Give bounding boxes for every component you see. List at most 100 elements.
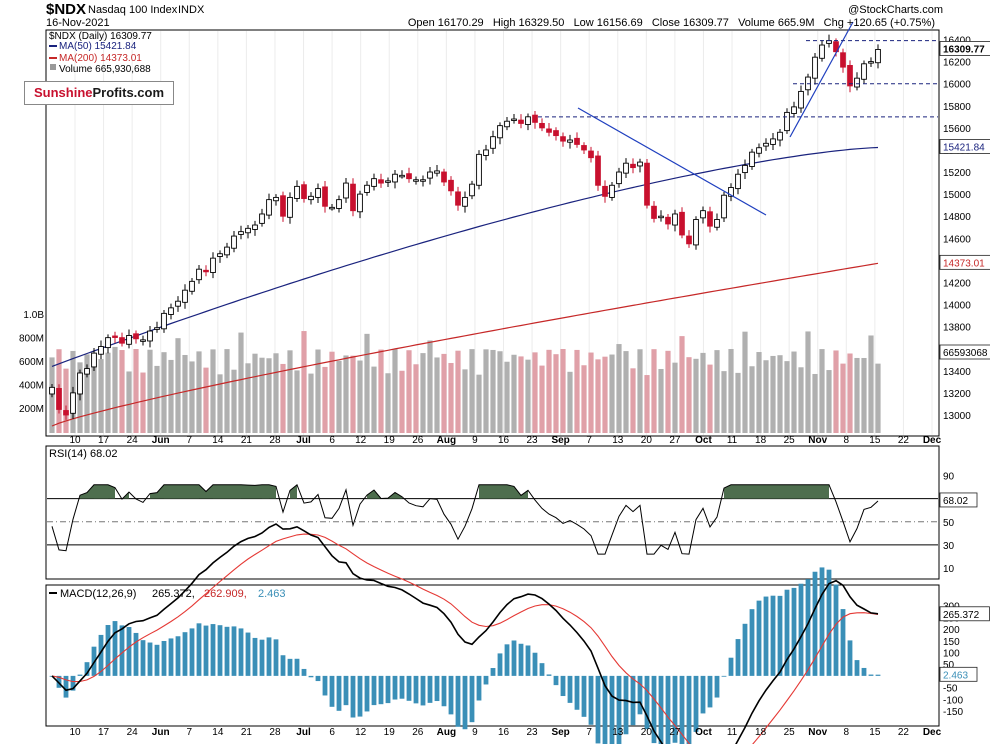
macd-histogram-bar xyxy=(812,571,818,676)
macd-histogram-bar xyxy=(315,675,321,682)
macd-histogram-bar xyxy=(168,638,174,676)
macd-histogram-bar xyxy=(119,625,125,676)
price-tick-label: 15200 xyxy=(943,168,971,179)
x-tick-label: 7 xyxy=(586,727,592,738)
rsi-overbought-fill xyxy=(178,484,185,499)
candle-body xyxy=(840,52,846,68)
macd-histogram-bar xyxy=(693,675,699,732)
macd-histogram-bar xyxy=(805,579,811,676)
logo-part1: Sunshine xyxy=(33,85,93,100)
macd-histogram-bar xyxy=(707,675,713,708)
price-tick-label: 15000 xyxy=(943,190,971,201)
volume-bar xyxy=(119,350,125,433)
macd-tick-label: 100 xyxy=(943,648,960,659)
volume-bar xyxy=(840,363,846,433)
candle-body xyxy=(868,61,874,64)
x-tick-label: 9 xyxy=(472,435,478,446)
candle-body xyxy=(385,180,391,183)
x-tick-label: Dec xyxy=(923,435,942,446)
volume-bar xyxy=(700,352,706,433)
rsi-overbought-fill xyxy=(220,484,227,499)
volume-bar xyxy=(511,354,517,433)
rsi-overbought-fill xyxy=(801,484,808,499)
candle-body xyxy=(588,150,594,159)
macd-histogram-bar xyxy=(343,675,349,706)
x-tick-label: 18 xyxy=(755,435,767,446)
candle-body xyxy=(56,388,62,410)
x-tick-label: 25 xyxy=(784,727,796,738)
rsi-overbought-fill xyxy=(164,484,171,499)
candle-body xyxy=(252,224,258,230)
volume-bar xyxy=(847,353,853,433)
macd-histogram-bar xyxy=(287,658,293,676)
macd-histogram-bar xyxy=(252,637,258,676)
volume-tick-label: 200M xyxy=(19,404,44,415)
macd-histogram-bar xyxy=(147,642,153,676)
trendlines xyxy=(538,21,938,216)
candle-body xyxy=(350,183,356,212)
price-tick-label: 14000 xyxy=(943,301,971,312)
macd-histogram-bar xyxy=(847,640,853,676)
candle-body xyxy=(693,219,699,246)
volume-bar xyxy=(476,374,482,433)
ohlc-line: Open 16170.29 High 16329.50 Low 16156.69… xyxy=(408,17,935,29)
macd-histogram-bar xyxy=(280,655,286,676)
macd-histogram-bar xyxy=(196,623,202,676)
x-tick-label: 8 xyxy=(844,435,850,446)
candle-body xyxy=(98,346,104,355)
ma50-tag-box xyxy=(939,139,990,154)
x-tick-label: 22 xyxy=(898,435,910,446)
macd-histogram-bar xyxy=(98,634,104,676)
macd-histogram-bar xyxy=(672,675,678,743)
legend-main: $NDX (Daily) 16309.77 xyxy=(49,31,152,42)
macd-histogram-bar xyxy=(63,675,69,698)
macd-histogram-bar xyxy=(511,640,517,676)
candle-body xyxy=(469,183,475,197)
x-tick-label: Sep xyxy=(551,435,569,446)
volume-bar xyxy=(665,350,671,433)
volume-bar xyxy=(98,359,104,433)
volume-bar xyxy=(497,351,503,433)
rsi-line xyxy=(51,483,879,555)
sunshine-profits-logo: SunshineProfits.com xyxy=(24,81,174,105)
x-tick-label: 22 xyxy=(898,727,910,738)
rsi-overbought-fill xyxy=(493,484,500,499)
candle-body xyxy=(119,337,125,344)
candle-body xyxy=(77,372,83,395)
macd-histogram-bar xyxy=(861,667,867,676)
volume-bar xyxy=(581,365,587,433)
macd-histogram-bar xyxy=(595,675,601,744)
volume-bar xyxy=(294,370,300,433)
volume-bar xyxy=(371,366,377,433)
macd-histogram-bar xyxy=(833,584,839,676)
volume-bar xyxy=(210,349,216,433)
candle-body xyxy=(707,211,713,227)
macd-tick-label: 150 xyxy=(943,637,960,648)
volume-bar xyxy=(602,356,608,433)
candle-body xyxy=(455,191,461,206)
volume-bar xyxy=(154,365,160,433)
candle-body xyxy=(301,184,307,199)
candle-body xyxy=(217,253,223,257)
candle-body xyxy=(413,179,419,182)
rsi-overbought-fill xyxy=(171,484,178,499)
volume-bar xyxy=(735,372,741,433)
volume-bar xyxy=(140,372,146,433)
candle-body xyxy=(406,173,412,180)
volume-bar xyxy=(721,371,727,433)
macd-histogram-bar xyxy=(469,675,475,723)
x-tick-label: Jun xyxy=(152,435,170,446)
volume-bar xyxy=(742,331,748,433)
x-tick-label: 21 xyxy=(241,435,253,446)
volume-bar xyxy=(126,371,132,433)
price-tick-label: 16000 xyxy=(943,80,971,91)
candle-body xyxy=(196,268,202,281)
volume-bar xyxy=(546,349,552,433)
macd-histogram-bar xyxy=(406,675,412,701)
x-tick-label: 17 xyxy=(98,727,110,738)
volume-bar xyxy=(469,349,475,433)
rsi-overbought-fill xyxy=(157,484,164,499)
volume-bar xyxy=(455,350,461,433)
rsi-overbought-fill xyxy=(773,484,780,499)
